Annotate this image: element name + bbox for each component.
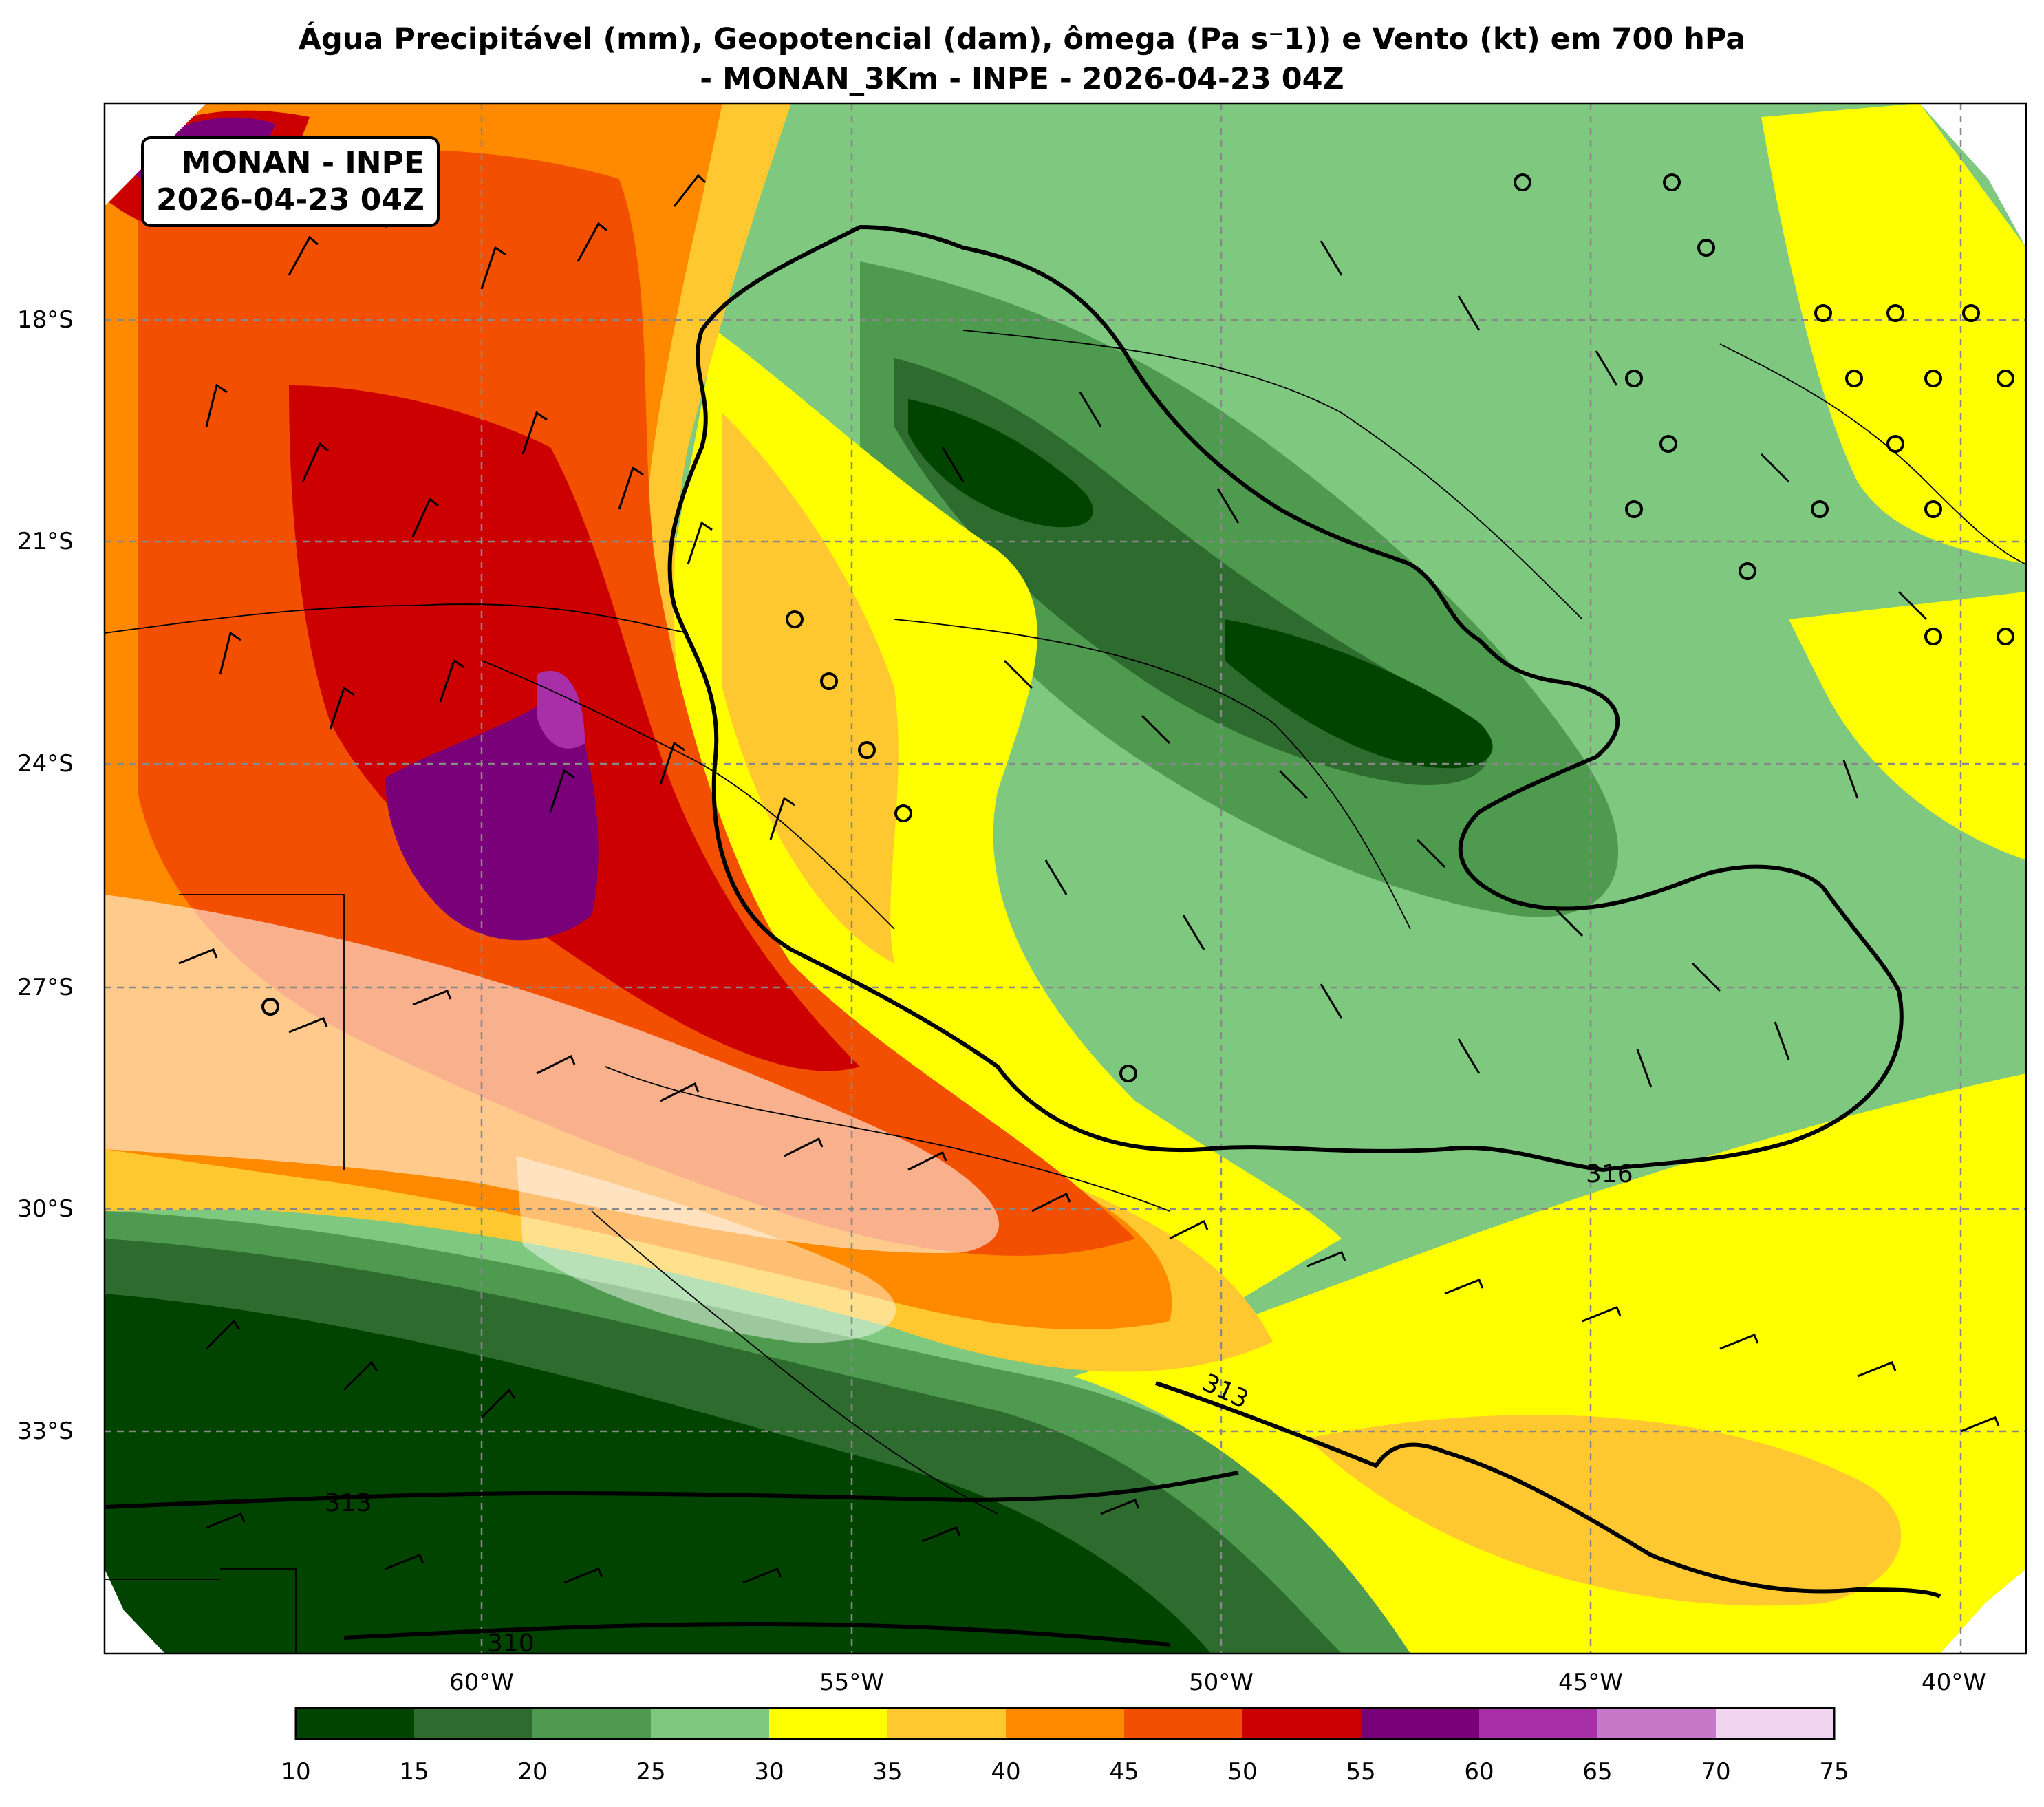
colorbar-frame <box>294 1707 1836 1740</box>
calm-wind-circles <box>261 173 2014 1082</box>
colorbar-segment <box>1597 1708 1716 1739</box>
lat-label-27s: 27°S <box>17 974 74 1001</box>
colorbar-segment <box>1479 1708 1597 1739</box>
colorbar-tick-label: 25 <box>636 1758 666 1786</box>
lon-label-40w: 40°W <box>1922 1669 1986 1696</box>
contour-label-313-south: 313 <box>325 1489 372 1517</box>
lat-label-18s: 18°S <box>17 306 74 334</box>
lat-label-21s: 21°S <box>17 528 74 555</box>
lon-label-50w: 50°W <box>1189 1669 1254 1696</box>
model-info-line-1: MONAN - INPE <box>181 145 424 180</box>
colorbar-tick-label: 55 <box>1346 1758 1376 1786</box>
lon-label-55w: 55°W <box>819 1669 884 1696</box>
lat-label-30s: 30°S <box>17 1195 74 1223</box>
map-frame <box>103 102 2027 1655</box>
colorbar-tick-label: 60 <box>1464 1758 1494 1786</box>
colorbar-tick-label: 45 <box>1109 1758 1139 1786</box>
lon-label-45w: 45°W <box>1558 1669 1623 1696</box>
colorbar <box>294 1707 1836 1740</box>
contour-label-316: 316 <box>1586 1160 1633 1188</box>
colorbar-tick-label: 35 <box>872 1758 903 1786</box>
colorbar-tick-label: 75 <box>1819 1758 1849 1786</box>
title-line-1: Água Precipitável (mm), Geopotencial (da… <box>298 22 1746 56</box>
model-info-box: MONAN - INPE 2026-04-23 04Z <box>141 136 440 227</box>
colorbar-tick-label: 30 <box>754 1758 784 1786</box>
colorbar-tick-label: 15 <box>399 1758 429 1786</box>
geopotential-contours <box>105 224 1941 1647</box>
lon-label-60w: 60°W <box>449 1669 514 1696</box>
colorbar-segment <box>651 1708 769 1739</box>
colorbar-tick-label: 10 <box>281 1758 311 1786</box>
colorbar-segment <box>1716 1708 1834 1739</box>
colorbar-tick-label: 70 <box>1701 1758 1731 1786</box>
colorbar-tick-label: 40 <box>991 1758 1021 1786</box>
colorbar-segment <box>769 1708 887 1739</box>
colorbar-segment <box>414 1708 532 1739</box>
colorbar-segment <box>1361 1708 1479 1739</box>
lat-label-33s: 33°S <box>17 1418 74 1445</box>
colorbar-tick-label: 20 <box>517 1758 548 1786</box>
colorbar-segment <box>1242 1708 1361 1739</box>
model-info-line-2: 2026-04-23 04Z <box>156 182 424 217</box>
chart-title: Água Precipitável (mm), Geopotencial (da… <box>0 19 2044 99</box>
colorbar-tick-label: 50 <box>1227 1758 1258 1786</box>
graticule <box>105 103 2026 1654</box>
political-borders <box>105 330 2026 1654</box>
colorbar-tick-label: 65 <box>1582 1758 1613 1786</box>
colorbar-segment <box>887 1708 1006 1739</box>
colorbar-segment <box>1006 1708 1124 1739</box>
colorbar-segment <box>532 1708 651 1739</box>
wind-barbs <box>178 163 2000 1584</box>
precipitable-water-field <box>105 103 2026 1654</box>
lat-label-24s: 24°S <box>17 750 74 778</box>
title-line-2: - MONAN_3Km - INPE - 2026-04-23 04Z <box>700 62 1344 96</box>
colorbar-segment <box>1124 1708 1242 1739</box>
contour-label-310: 310 <box>487 1629 535 1658</box>
colorbar-segment <box>296 1708 414 1739</box>
